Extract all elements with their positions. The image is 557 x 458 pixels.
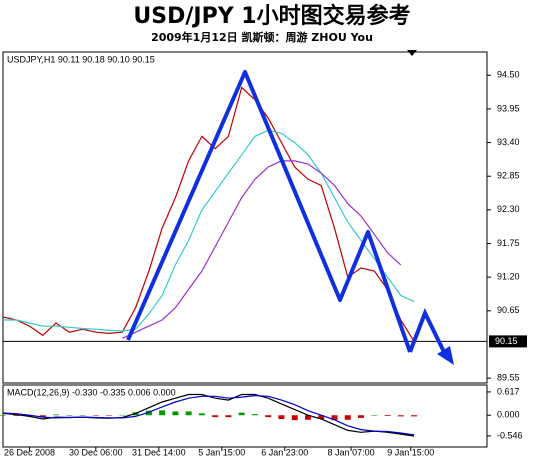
x-tick-label: 31 Dec 14:00 — [132, 447, 186, 457]
shift-marker — [407, 50, 417, 56]
series-line — [3, 129, 415, 332]
histogram-bar — [66, 415, 73, 416]
histogram-bar — [172, 411, 179, 416]
y-tick-label: 94.50 — [497, 70, 520, 80]
y-tick-label: 90.65 — [497, 305, 520, 315]
histogram-bar — [318, 415, 325, 420]
x-tick-label: 26 Dec 2008 — [4, 447, 55, 457]
histogram-bar — [331, 415, 338, 421]
histogram-bar — [278, 415, 285, 420]
histogram-bar — [358, 415, 365, 418]
arrow-head — [437, 346, 454, 365]
current-price-label: 90.15 — [495, 336, 518, 346]
y-tick-label: 93.40 — [497, 137, 520, 147]
histogram-bar — [225, 415, 232, 418]
histogram-bar — [384, 415, 391, 416]
series-line — [2, 394, 415, 436]
y-tick-label: 91.75 — [497, 238, 520, 248]
x-tick-label: 9 Jan 15:00 — [387, 447, 434, 457]
histogram-bar — [0, 415, 6, 416]
macd-panel — [2, 384, 488, 448]
y-tick-label: 93.95 — [497, 103, 520, 113]
forecast-arrow — [408, 307, 448, 357]
histogram-bar — [13, 415, 20, 416]
y-tick-label: -0.546 — [497, 430, 523, 440]
series-line — [122, 160, 402, 339]
histogram-bar — [397, 415, 404, 417]
y-tick-label: 89.55 — [497, 372, 520, 382]
series-line — [2, 86, 415, 342]
histogram-bar — [238, 412, 245, 416]
x-tick-label: 6 Jan 23:00 — [261, 447, 308, 457]
histogram-bar — [411, 415, 418, 417]
histogram-bar — [212, 415, 219, 418]
histogram-bar — [371, 415, 378, 416]
histogram-bar — [251, 414, 258, 416]
y-tick-label: 0.617 — [497, 386, 520, 396]
price-box — [489, 335, 527, 348]
chart-subtitle: 2009年1月12日 凯斯顿：周游 ZHOU You — [151, 30, 373, 44]
series-line — [2, 393, 415, 437]
symbol-label: USDJPY,H1 90.11 90.18 90.10 90.15 — [7, 54, 155, 64]
y-tick-label: 92.85 — [497, 171, 520, 181]
histogram-bar — [53, 414, 60, 416]
macd-label: MACD(12,26,9) -0.330 -0.335 0.006 0.000 — [7, 387, 176, 397]
y-tick-label: 91.20 — [497, 272, 520, 282]
histogram-bar — [304, 415, 311, 420]
chart-title: USD/JPY 1小时图交易参考 — [133, 3, 410, 29]
x-tick-label: 8 Jan 07:00 — [328, 447, 375, 457]
histogram-bar — [265, 415, 272, 418]
x-tick-label: 5 Jan 15:00 — [198, 447, 245, 457]
histogram-bar — [106, 415, 113, 416]
y-tick-label: 0.000 — [497, 410, 520, 420]
histogram-bar — [119, 414, 126, 416]
x-tick-label: 30 Dec 06:00 — [69, 447, 123, 457]
histogram-bar — [79, 415, 86, 416]
plot-area: 94.50 93.95 93.40 92.85 92.30 91.75 91.20 90.65… — [0, 70, 527, 457]
histogram-bar — [92, 415, 99, 416]
histogram-bar — [145, 410, 152, 416]
histogram-bar — [159, 410, 166, 416]
histogram-bar — [198, 413, 205, 416]
histogram-bar — [291, 415, 298, 421]
histogram-bar — [185, 411, 192, 416]
main-panel — [2, 51, 488, 384]
histogram-bar — [344, 415, 351, 420]
zigzag-annotation — [126, 70, 412, 353]
histogram-bar — [39, 415, 46, 418]
y-tick-label: 92.30 — [497, 204, 520, 214]
